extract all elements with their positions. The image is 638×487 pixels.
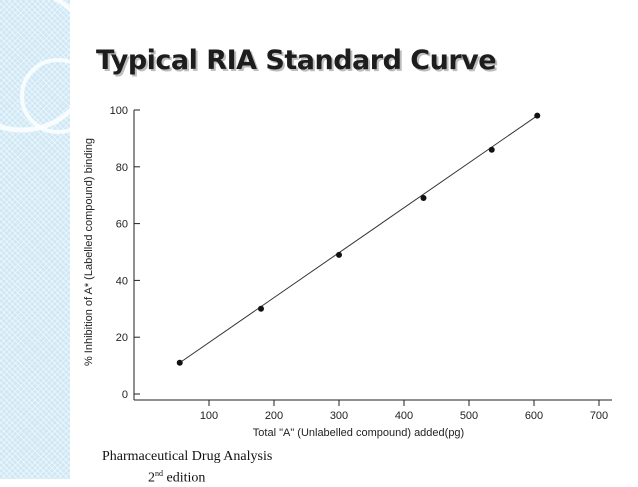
source-book-title: Pharmaceutical Drug Analysis xyxy=(102,449,273,464)
x-tick-label: 700 xyxy=(590,410,608,422)
source-citation: Pharmaceutical Drug Analysis 2nd edition xyxy=(102,448,272,487)
source-edition-word: edition xyxy=(163,470,206,486)
data-point xyxy=(258,305,264,312)
source-edition-number: 2 xyxy=(148,470,155,486)
x-axis-label: Total "A" (Unlabelled compound) added(pg… xyxy=(253,427,464,439)
x-tick-label: 100 xyxy=(200,410,218,422)
source-edition: 2nd edition xyxy=(102,465,272,487)
x-tick-label: 400 xyxy=(395,410,413,422)
ria-standard-curve-chart: 0 20 40 60 80 100 100 200 300 400 500 600 700 Total… xyxy=(83,105,612,439)
y-ticks: 0 20 40 60 80 100 xyxy=(110,105,140,401)
y-tick-label: 20 xyxy=(116,332,128,344)
x-tick-label: 600 xyxy=(525,410,543,422)
data-point xyxy=(534,112,541,119)
data-point xyxy=(176,359,183,366)
fit-line xyxy=(179,115,538,364)
slide-title: Typical RIA Standard Curve xyxy=(96,45,497,76)
y-tick-label: 80 xyxy=(116,162,128,174)
x-tick-label: 500 xyxy=(460,410,478,422)
y-tick-label: 60 xyxy=(116,219,128,231)
x-ticks: 100 200 300 400 500 600 700 xyxy=(200,400,608,422)
data-point xyxy=(488,146,495,153)
x-tick-label: 300 xyxy=(330,410,348,422)
decorative-circles xyxy=(0,0,96,134)
y-tick-label: 40 xyxy=(116,275,128,287)
data-point xyxy=(336,251,342,258)
data-points xyxy=(176,112,541,366)
y-tick-label: 0 xyxy=(122,389,128,401)
source-edition-suffix: nd xyxy=(155,469,163,478)
x-tick-label: 200 xyxy=(265,410,283,422)
y-axis-label: % Inhibition of A* (Labelled compound) b… xyxy=(83,138,95,366)
data-point xyxy=(420,195,427,202)
decorative-side-band xyxy=(0,0,70,479)
y-tick-label: 100 xyxy=(110,105,128,117)
